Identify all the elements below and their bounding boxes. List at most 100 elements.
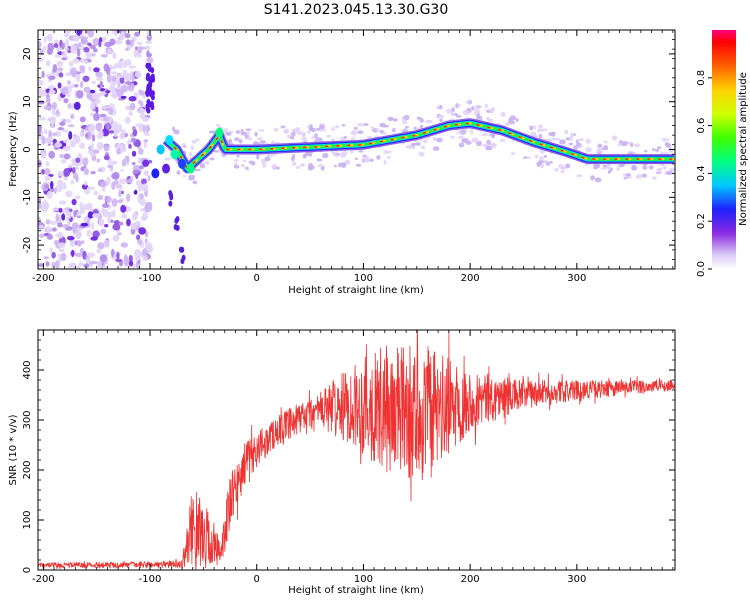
noise-blob [110,71,118,75]
halo-dot [438,114,445,119]
noise-blob [44,175,51,182]
noise-blob [131,126,136,131]
noise-blob [46,233,53,240]
noise-blob [80,240,85,245]
noise-blob [131,161,136,166]
noise-blob [101,36,107,42]
noise-blob [38,126,42,135]
noise-blob [139,197,146,206]
noise-blob [75,195,81,200]
noise-blob [99,113,107,117]
halo-dot [607,170,611,174]
halo-dot [233,164,240,169]
noise-blob [55,130,62,137]
halo-dot [626,173,632,178]
halo-dot [554,168,559,172]
noise-blob [65,190,73,198]
noise-blob [103,155,110,161]
halo-dot [341,162,347,168]
noise-blob [144,132,151,136]
noise-blob [73,210,77,218]
halo-dot [476,140,482,147]
noise-blob [83,216,88,222]
halo-dot [499,138,506,143]
noise-blob [112,92,118,100]
halo-dot [349,150,354,154]
noise-blob [132,263,136,269]
noise-blob [102,105,109,110]
halo-dot [280,125,286,129]
halo-dot [244,166,249,170]
noise-blob [55,184,63,193]
halo-dot [470,129,474,135]
noise-blob [102,264,107,269]
halo-dot [515,118,519,122]
halo-dot [240,128,244,135]
noise-blob [124,33,131,39]
noise-blob [38,201,42,210]
noise-blob [60,86,69,95]
noise-blob [108,107,114,115]
noise-blob [94,97,99,106]
halo-dot [540,163,545,169]
noise-blob [112,223,121,231]
noise-blob [73,84,79,88]
noise-blob [147,175,151,182]
snr-x-tick-label: -200 [32,574,55,585]
halo-dot [458,135,464,140]
noise-blob [69,208,73,212]
noise-blob [91,186,95,191]
noise-blob [130,137,137,143]
noise-blob [45,261,50,267]
noise-blob [80,36,89,40]
halo-dot [342,150,348,156]
noise-blob [105,122,111,131]
halo-dot [315,127,321,131]
halo-dot [500,111,506,117]
halo-dot [576,174,583,178]
ridge-blob [170,149,179,160]
noise-blob [58,72,64,78]
halo-dot [489,142,496,148]
noise-blob [133,49,139,58]
halo-dot [669,167,675,172]
noise-blob [149,100,154,107]
noise-blob [71,167,76,174]
halo-dot [426,119,433,124]
noise-blob [145,75,150,82]
halo-dot [181,142,187,147]
halo-dot [603,140,608,144]
halo-dot [383,150,390,155]
noise-blob [54,142,62,148]
halo-dot [665,138,670,142]
halo-dot [471,137,479,143]
noise-blob [132,169,140,175]
spectrogram-x-tick-label: -100 [139,273,162,284]
halo-dot [432,136,437,142]
noise-blob [145,40,153,44]
halo-dot [386,155,391,160]
noise-blob [63,167,71,177]
noise-blob [84,59,88,65]
halo-dot [474,106,480,112]
noise-blob [42,45,47,53]
noise-blob [38,40,41,49]
halo-dot [172,126,176,132]
noise-blob [105,90,111,94]
noise-blob [145,62,150,69]
halo-dot [651,147,655,152]
noise-blob [142,159,150,167]
noise-blob [142,212,148,221]
noise-blob [86,229,92,238]
branch-blob [175,225,180,232]
noise-blob [44,184,49,189]
halo-dot [529,125,534,131]
snr-y-tick-label: 100 [22,510,33,529]
halo-dot [387,150,392,154]
noise-blob [120,204,127,213]
noise-blob [39,89,47,97]
noise-blob [57,222,63,228]
noise-blob [134,46,139,51]
colorbar-gradient [712,30,736,269]
